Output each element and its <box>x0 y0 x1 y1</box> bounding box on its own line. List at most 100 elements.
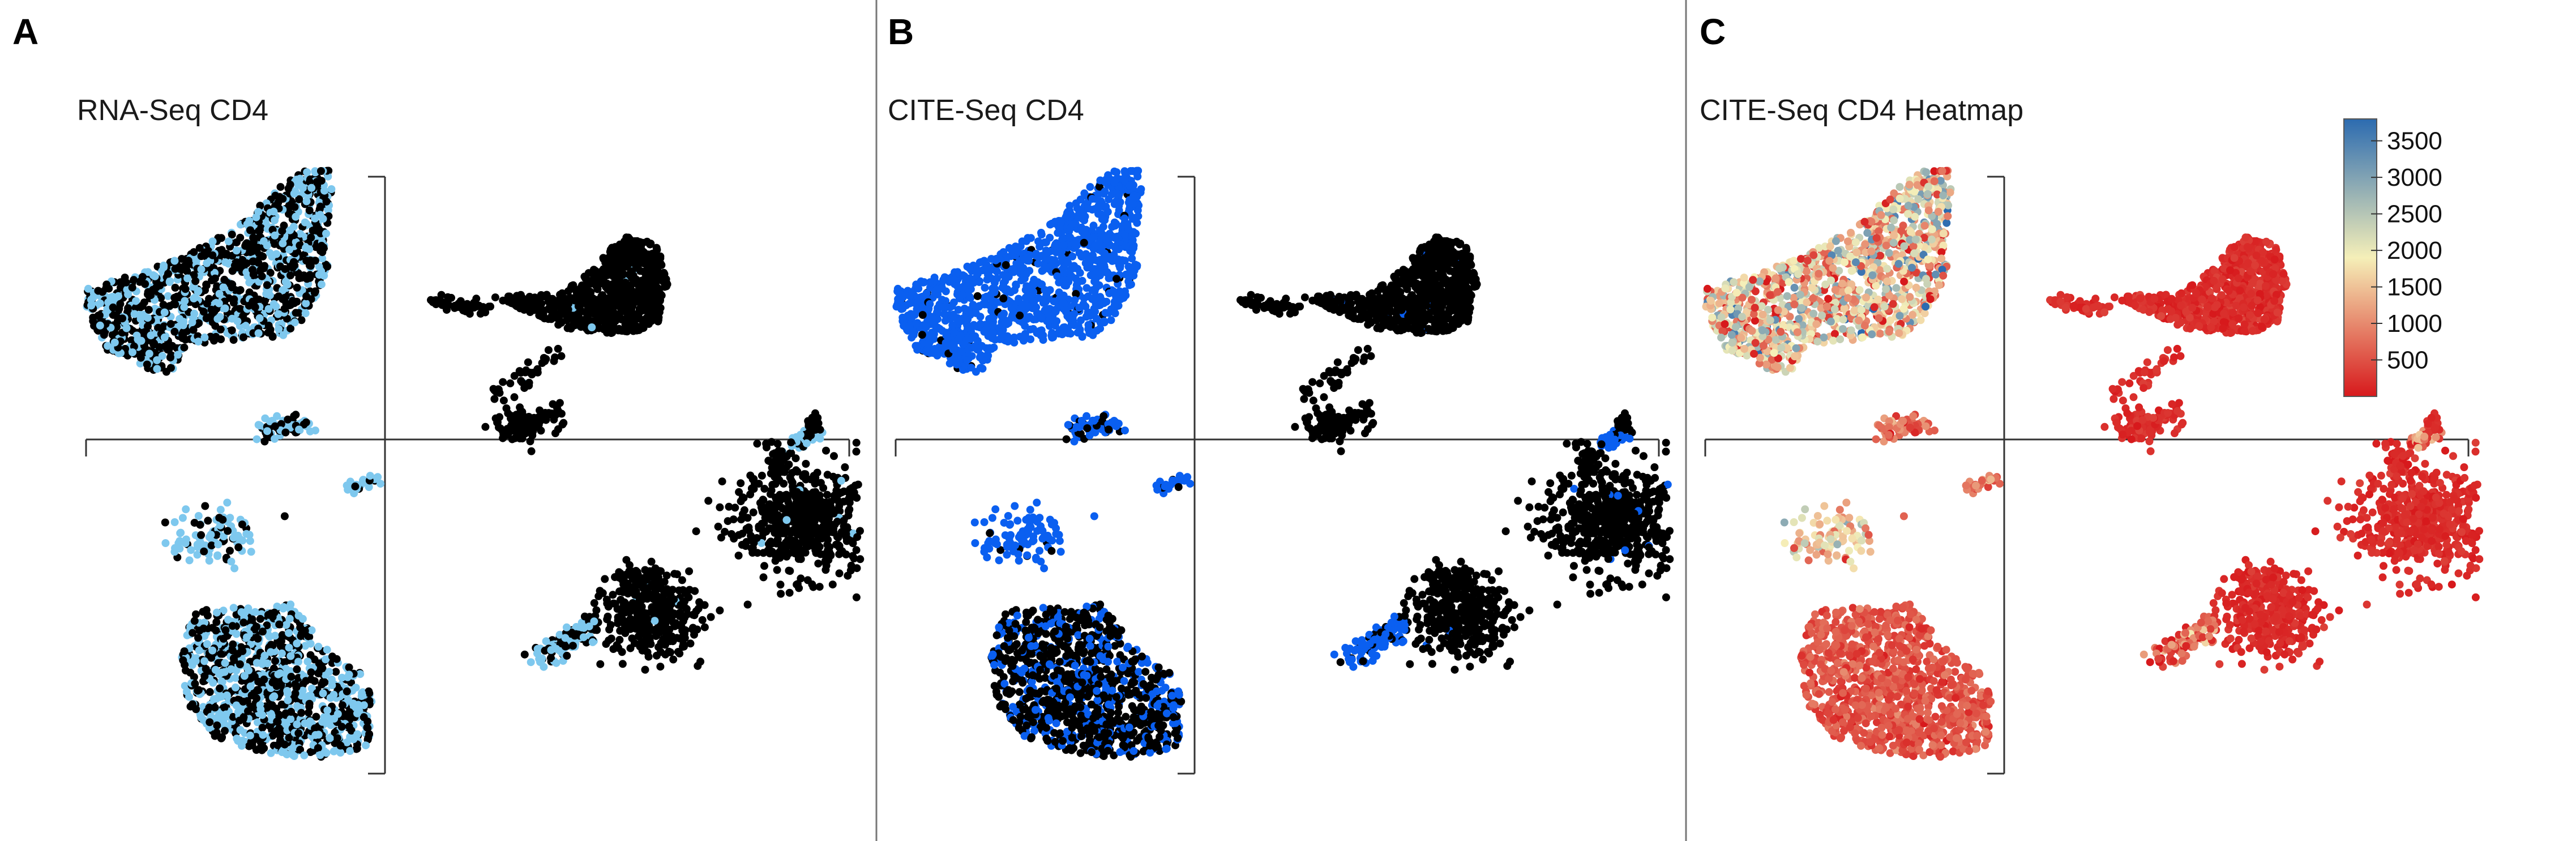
rna-negative-point <box>166 353 174 362</box>
rna-negative-point <box>170 327 179 336</box>
rna-positive-point <box>213 608 221 617</box>
rna-positive-point <box>182 535 190 544</box>
rna-negative-point <box>184 257 192 265</box>
rna-negative-point <box>507 412 515 420</box>
rna-negative-point <box>654 313 663 322</box>
rna-negative-point <box>613 641 621 650</box>
rna-negative-point <box>847 561 855 570</box>
rna-negative-point <box>220 703 229 712</box>
rna-negative-point <box>630 288 638 296</box>
rna-positive-point <box>274 310 283 318</box>
rna-negative-point <box>190 617 199 625</box>
rna-negative-point <box>641 665 649 674</box>
rna-negative-point <box>808 506 817 514</box>
rna-negative-point <box>614 616 622 625</box>
rna-negative-point <box>316 202 324 211</box>
rna-negative-point <box>676 621 684 630</box>
rna-positive-point <box>232 674 240 682</box>
rna-negative-point <box>212 626 220 635</box>
rna-negative-point <box>576 308 585 316</box>
rna-positive-point <box>216 313 224 321</box>
rna-negative-point <box>516 434 524 443</box>
rna-negative-point <box>665 647 673 656</box>
rna-positive-point <box>254 718 262 727</box>
rna-negative-point <box>181 285 190 293</box>
rna-positive-point <box>283 750 291 759</box>
rna-negative-point <box>759 573 768 582</box>
rna-positive-point <box>319 215 327 223</box>
rna-negative-point <box>203 611 212 620</box>
rna-negative-point <box>600 318 609 326</box>
rna-positive-point <box>264 305 273 313</box>
rna-negative-point <box>639 288 647 296</box>
rna-negative-point <box>838 547 846 556</box>
rna-negative-point <box>835 569 844 578</box>
rna-positive-point <box>349 699 358 708</box>
rna-positive-point <box>284 696 292 705</box>
rna-negative-point <box>249 266 256 274</box>
rna-negative-point <box>803 535 811 543</box>
rna-negative-point <box>157 325 165 333</box>
rna-negative-point <box>226 547 234 555</box>
rna-negative-point <box>691 587 699 595</box>
rna-positive-point <box>190 309 199 318</box>
rna-positive-point <box>303 658 312 666</box>
rna-negative-point <box>254 686 263 694</box>
rna-negative-point <box>161 518 169 527</box>
rna-positive-point <box>327 185 336 193</box>
rna-negative-point <box>787 438 795 447</box>
rna-negative-point <box>122 278 130 287</box>
rna-positive-point <box>219 283 228 292</box>
rna-negative-point <box>738 493 747 502</box>
rna-negative-point <box>604 612 612 621</box>
rna-negative-point <box>228 230 236 239</box>
rna-positive-point <box>349 735 358 744</box>
rna-positive-point <box>170 257 179 265</box>
rna-negative-point <box>618 586 626 595</box>
panel-title-b: CITE-Seq CD4 <box>888 94 1084 127</box>
rna-negative-point <box>590 599 598 607</box>
rna-positive-point <box>542 637 550 646</box>
rna-positive-point <box>325 668 333 676</box>
rna-negative-point <box>305 708 313 717</box>
rna-positive-point <box>536 658 544 666</box>
rna-positive-point <box>233 317 242 326</box>
rna-negative-point <box>643 575 651 584</box>
rna-negative-point <box>537 426 545 435</box>
rna-negative-point <box>307 668 315 677</box>
rna-negative-point <box>635 314 644 323</box>
rna-positive-point <box>266 633 274 641</box>
rna-positive-point <box>232 246 241 255</box>
rna-negative-point <box>293 283 301 292</box>
rna-positive-point <box>301 309 310 318</box>
rna-negative-point <box>512 292 521 300</box>
rna-negative-point <box>138 273 147 281</box>
rna-positive-point <box>314 642 323 651</box>
rna-negative-point <box>641 618 650 627</box>
rna-negative-point <box>791 454 800 463</box>
rna-positive-point <box>311 731 320 739</box>
rna-negative-point <box>716 503 724 511</box>
rna-negative-point <box>196 520 204 529</box>
rna-negative-point <box>521 368 529 377</box>
rna-negative-point <box>661 611 669 619</box>
rna-negative-point <box>128 283 136 292</box>
rna-positive-point <box>323 706 332 715</box>
rna-negative-point <box>764 547 772 555</box>
rna-negative-point <box>200 672 209 680</box>
rna-negative-point <box>166 364 175 372</box>
rna-negative-point <box>725 502 733 511</box>
rna-negative-point <box>249 241 258 249</box>
rna-negative-point <box>263 281 271 289</box>
rna-negative-point <box>796 515 805 524</box>
rna-negative-point <box>661 637 669 645</box>
rna-positive-point <box>577 624 585 631</box>
rna-positive-point <box>208 237 217 246</box>
rna-negative-point <box>245 301 253 310</box>
rna-negative-point <box>623 262 631 270</box>
rna-positive-point <box>110 338 119 347</box>
rna-negative-point <box>280 740 289 749</box>
rna-negative-point <box>776 580 785 589</box>
rna-negative-point <box>852 447 861 456</box>
rna-negative-point <box>589 308 597 317</box>
